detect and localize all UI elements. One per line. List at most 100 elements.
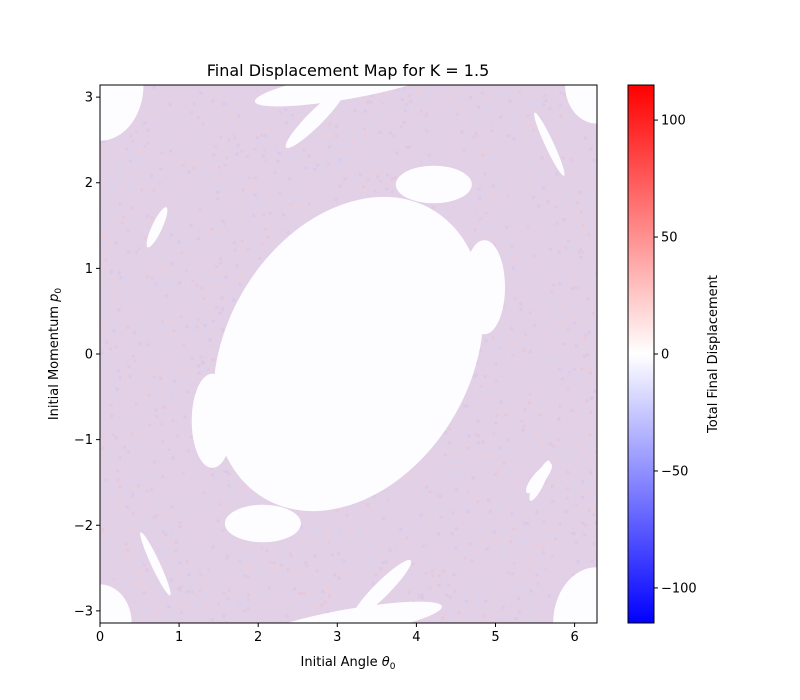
noise-dot xyxy=(141,126,145,130)
noise-dot xyxy=(393,547,397,550)
noise-dot xyxy=(497,524,501,528)
noise-dot xyxy=(532,310,536,314)
noise-dot xyxy=(114,150,117,154)
noise-dot xyxy=(236,144,240,148)
noise-dot xyxy=(144,518,148,522)
noise-dot xyxy=(144,201,148,205)
noise-dot xyxy=(453,546,457,549)
noise-dot xyxy=(195,325,199,329)
noise-dot xyxy=(475,361,479,365)
noise-dot xyxy=(388,184,392,188)
noise-dot xyxy=(310,574,314,578)
noise-dot xyxy=(525,113,529,117)
noise-dot xyxy=(383,155,387,159)
noise-dot xyxy=(304,166,308,170)
noise-dot xyxy=(260,546,264,550)
noise-dot xyxy=(522,330,526,333)
noise-dot xyxy=(531,566,535,570)
noise-dot xyxy=(167,605,171,608)
noise-dot xyxy=(193,542,197,546)
noise-dot xyxy=(375,126,379,129)
noise-dot xyxy=(293,587,297,591)
noise-dot xyxy=(180,611,184,614)
noise-dot xyxy=(211,545,215,549)
noise-dot xyxy=(474,433,478,437)
noise-dot xyxy=(138,341,142,345)
noise-dot xyxy=(594,521,597,525)
noise-dot xyxy=(169,149,172,153)
noise-dot xyxy=(420,593,424,597)
noise-dot xyxy=(455,124,459,128)
noise-dot xyxy=(543,569,547,573)
noise-dot xyxy=(230,166,234,170)
noise-dot xyxy=(444,453,448,457)
noise-dot xyxy=(165,294,168,298)
noise-dot xyxy=(530,583,534,587)
noise-dot xyxy=(373,189,377,193)
noise-dot xyxy=(446,463,450,467)
noise-dot xyxy=(476,113,480,117)
noise-dot xyxy=(595,450,597,454)
noise-dot xyxy=(138,582,142,585)
noise-dot xyxy=(575,328,579,332)
noise-dot xyxy=(227,138,231,142)
noise-dot xyxy=(240,539,244,543)
noise-dot xyxy=(484,599,488,603)
noise-dot xyxy=(368,543,372,547)
noise-dot xyxy=(118,506,121,509)
noise-dot xyxy=(268,560,272,564)
noise-dot xyxy=(555,126,559,130)
noise-dot xyxy=(436,116,440,120)
noise-dot xyxy=(299,567,303,571)
noise-dot xyxy=(417,492,421,496)
noise-dot xyxy=(526,225,530,229)
noise-dot xyxy=(159,534,163,538)
noise-dot xyxy=(507,239,510,243)
noise-dot xyxy=(413,511,416,514)
noise-dot xyxy=(400,89,404,93)
noise-dot xyxy=(178,174,182,178)
noise-dot xyxy=(183,457,186,460)
noise-dot xyxy=(157,520,161,524)
noise-dot xyxy=(126,548,130,552)
noise-dot xyxy=(378,113,382,117)
noise-dot xyxy=(143,431,147,435)
noise-dot xyxy=(583,333,587,337)
noise-dot xyxy=(397,557,401,561)
noise-dot xyxy=(436,443,440,447)
noise-dot xyxy=(589,471,593,475)
noise-dot xyxy=(582,340,586,344)
noise-dot xyxy=(538,151,542,155)
noise-dot xyxy=(187,270,191,274)
noise-dot xyxy=(282,603,286,607)
noise-dot xyxy=(590,143,594,147)
noise-dot xyxy=(210,227,214,231)
noise-dot xyxy=(285,187,289,191)
noise-dot xyxy=(417,97,421,100)
x-tick-label: 0 xyxy=(96,630,104,645)
noise-dot xyxy=(170,531,174,535)
noise-dot xyxy=(112,323,116,327)
noise-dot xyxy=(180,251,184,255)
noise-dot xyxy=(216,197,220,201)
noise-dot xyxy=(204,355,208,359)
noise-dot xyxy=(581,496,584,499)
noise-dot xyxy=(280,207,284,211)
noise-dot xyxy=(223,163,227,167)
noise-dot xyxy=(542,520,546,524)
noise-dot xyxy=(557,438,561,442)
noise-dot xyxy=(405,103,409,107)
noise-dot xyxy=(566,324,570,328)
noise-dot xyxy=(165,413,169,417)
noise-dot xyxy=(163,493,167,497)
noise-dot xyxy=(490,213,494,216)
noise-dot xyxy=(249,184,253,188)
noise-dot xyxy=(130,570,134,574)
noise-dot xyxy=(576,560,580,564)
noise-dot xyxy=(160,242,164,245)
noise-dot xyxy=(170,558,174,562)
noise-dot xyxy=(477,187,481,191)
noise-dot xyxy=(158,418,162,422)
noise-dot xyxy=(203,292,207,296)
noise-dot xyxy=(281,215,285,219)
